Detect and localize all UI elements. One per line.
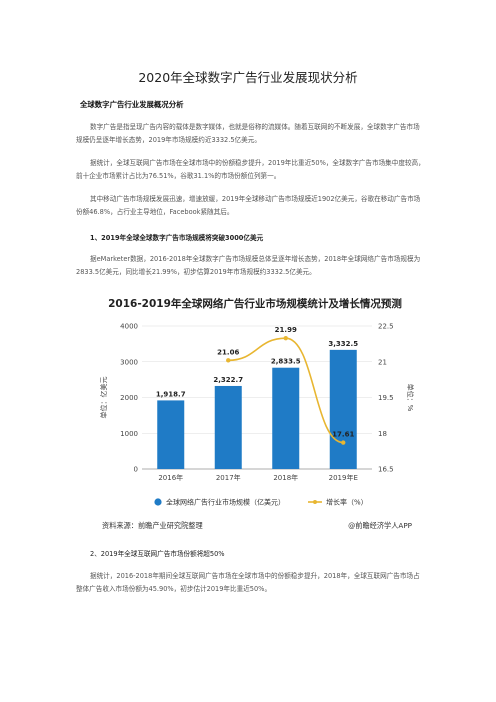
bar-value-label: 2,833.5 <box>271 358 301 366</box>
legend-bar-label: 全球网络广告行业市场规模（亿美元） <box>166 498 285 507</box>
section-heading: 全球数字广告行业发展概况分析 <box>80 100 184 109</box>
y2-tick-label: 16.5 <box>378 466 394 474</box>
x-tick-label: 2017年 <box>216 473 241 482</box>
y-tick-label: 2000 <box>120 394 138 402</box>
y2-tick-label: 22.5 <box>378 323 394 331</box>
paragraph-emarketer: 据eMarketer数据，2016-2018年全球数字广告市场规模总体呈逐年增长… <box>76 255 421 276</box>
growth-value-label: 17.61 <box>332 431 354 439</box>
paragraph-intro: 数字广告是指呈现广告内容的载体是数字媒体，也就是俗称的流媒体。随着互联网的不断发… <box>76 123 420 144</box>
y-tick-label: 4000 <box>120 323 138 331</box>
growth-point <box>341 440 346 445</box>
bar <box>329 349 357 469</box>
x-tick-label: 2019年E <box>329 473 358 482</box>
x-tick-label: 2018年 <box>273 473 298 482</box>
legend-line-label: 增长率（%） <box>326 498 368 507</box>
legend-line-dot <box>313 500 317 504</box>
chart-figure: 2016-2019年全球网络广告行业市场规模统计及增长情况预测 0 1000 200… <box>90 288 420 540</box>
document-title: 2020年全球数字广告行业发展现状分析 <box>138 70 358 85</box>
chart-source: 资料来源：前瞻产业研究院整理 <box>102 521 203 530</box>
subheading-internet-share: 2、2019年全球互联网广告市场份额将超50% <box>90 550 225 558</box>
y2-axis-label: 单位：% <box>406 384 415 412</box>
y-tick-label: 3000 <box>120 358 138 366</box>
growth-point <box>226 358 231 363</box>
growth-line <box>228 337 344 444</box>
growth-value-label: 21.06 <box>217 348 239 356</box>
y-tick-label: 0 <box>134 466 138 474</box>
bar <box>272 367 300 469</box>
bar <box>214 385 242 469</box>
paragraph-share: 据统计，全球互联网广告市场在全球市场中的份额稳步提升，2019年比重近50%，全… <box>76 159 425 180</box>
paragraph-internet-share: 据统计，2016-2018年期间全球互联网广告市场在全球市场中的份额稳步提升，2… <box>76 572 420 593</box>
bar <box>157 400 185 469</box>
growth-value-label: 21.99 <box>275 326 297 334</box>
growth-point <box>283 335 288 341</box>
y-axis-label: 单位：亿美元 <box>99 377 108 419</box>
y-tick-label: 1000 <box>120 430 138 438</box>
chart-svg: 0 1000 2000 3000 4000 16.5 18 19.5 21 22.5 单位：亿美元 单… <box>99 323 415 507</box>
legend-bar-marker <box>154 498 162 506</box>
bar-value-label: 2,322.7 <box>213 376 243 384</box>
paragraph-mobile: 其中移动广告市场规模发展迅速，增速放缓，2019年全球移动广告市场规模近1902… <box>76 195 421 216</box>
chart-brand: @前瞻经济学人APP <box>348 521 412 530</box>
y2-tick-label: 19.5 <box>378 394 394 402</box>
bar-value-label: 3,332.5 <box>328 340 358 348</box>
bar-value-label: 1,918.7 <box>156 390 186 398</box>
subheading-market-size: 1、2019年全球全球数字广告市场规模将突破3000亿美元 <box>90 234 264 242</box>
y2-tick-label: 21 <box>378 358 387 366</box>
y2-tick-label: 18 <box>378 430 387 438</box>
x-tick-label: 2016年 <box>158 473 183 482</box>
chart-title: 2016-2019年全球网络广告行业市场规模统计及增长情况预测 <box>108 298 402 310</box>
